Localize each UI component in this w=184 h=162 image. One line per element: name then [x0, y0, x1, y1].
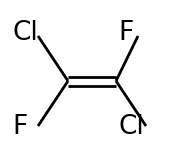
- Text: Cl: Cl: [118, 114, 144, 140]
- Text: F: F: [12, 114, 27, 140]
- Text: F: F: [118, 20, 133, 46]
- Text: Cl: Cl: [12, 20, 38, 46]
